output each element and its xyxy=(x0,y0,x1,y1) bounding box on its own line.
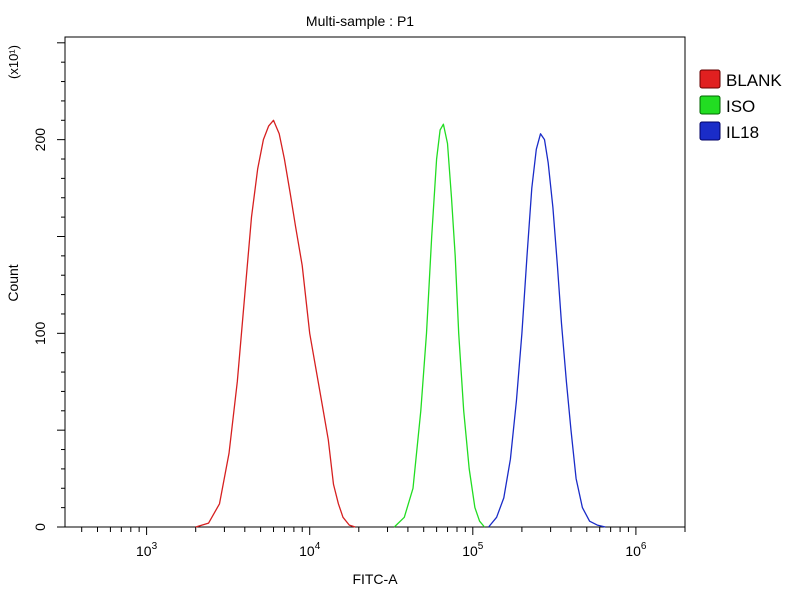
x-axis-ticks: 103 104 105 106 xyxy=(81,527,686,559)
legend-swatch-blank xyxy=(699,69,721,89)
y-tick-label: 100 xyxy=(32,321,48,345)
series-layer xyxy=(195,119,606,528)
series-line-blank xyxy=(195,119,356,528)
x-tick-label: 105 xyxy=(462,541,484,559)
plot-area-frame xyxy=(64,36,686,528)
x-tick-label: 104 xyxy=(299,541,321,559)
chart-title: Multi-sample : P1 xyxy=(306,13,414,29)
y-tick-label: 200 xyxy=(32,128,48,152)
x-tick-label: 106 xyxy=(625,541,647,559)
legend-label-iso: ISO xyxy=(726,97,755,116)
x-axis-label: FITC-A xyxy=(352,571,398,587)
y-axis-label: Count xyxy=(5,264,21,301)
legend-label-blank: BLANK xyxy=(726,71,782,90)
x-tick-label: 103 xyxy=(136,541,158,559)
legend-label-il18: IL18 xyxy=(726,123,759,142)
y-tick-label: 0 xyxy=(32,523,48,531)
y-axis-multiplier: (x10¹) xyxy=(6,45,21,79)
legend-swatch-iso xyxy=(699,95,721,115)
series-line-iso xyxy=(393,123,485,528)
series-line-il18 xyxy=(488,133,606,528)
y-axis-ticks: 0 100 200 xyxy=(32,42,65,531)
legend: BLANK ISO IL18 xyxy=(699,69,782,142)
legend-swatch-il18 xyxy=(699,121,721,141)
